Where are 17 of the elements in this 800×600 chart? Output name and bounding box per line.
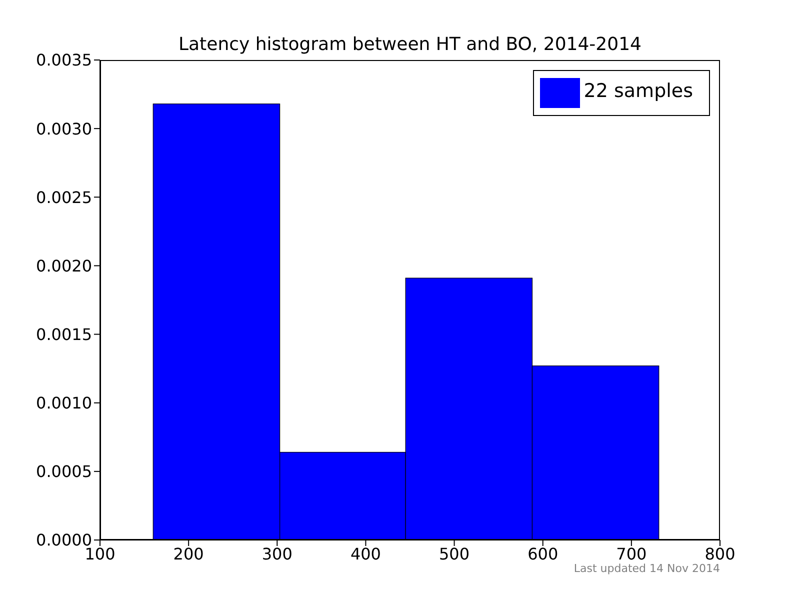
y-tick-label: 0.0025: [36, 188, 92, 207]
legend-label: 22 samples: [584, 80, 693, 102]
x-tick-label: 600: [528, 544, 558, 564]
x-tick-label: 800: [704, 544, 736, 564]
y-tick-label: 0.0005: [36, 462, 92, 482]
y-tick-label: 0.0020: [36, 256, 92, 276]
x-tick-label: 200: [173, 544, 204, 564]
x-tick-label: 400: [350, 544, 381, 564]
text: Last updated 14 Nov 2014: [574, 562, 720, 575]
x-tick-label: 500: [439, 544, 470, 564]
x-tick-label: 700: [616, 544, 647, 564]
y-tick-label: 0.0030: [36, 119, 92, 138]
y-tick-label: 0.0035: [36, 50, 92, 70]
y-tick-label: 0.0015: [36, 324, 92, 344]
x-tick-label: 300: [262, 544, 292, 564]
y-tick-label: 0.0010: [36, 394, 92, 413]
chart-title: Latency histogram between HT and BO, 2014-2014: [178, 34, 642, 55]
